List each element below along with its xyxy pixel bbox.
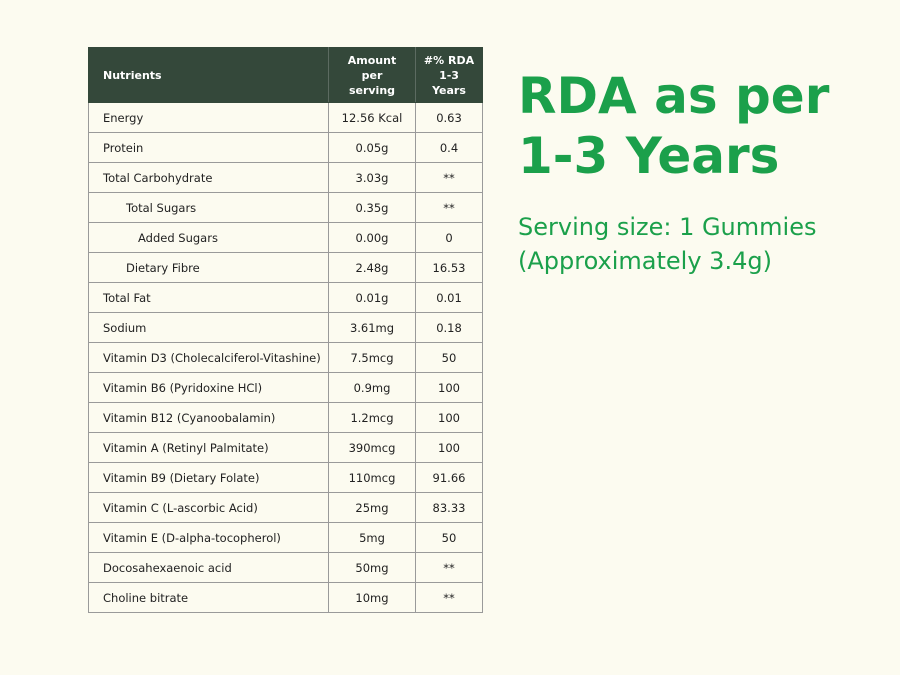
rda-headline: RDA as per 1-3 Years xyxy=(518,66,888,186)
nutrient-name: Dietary Fibre xyxy=(88,252,329,283)
nutrient-name: Energy xyxy=(88,102,329,133)
nutrient-rda: 0.4 xyxy=(415,132,483,163)
header-amount-line2: per xyxy=(361,68,383,82)
nutrient-amount: 12.56 Kcal xyxy=(328,102,416,133)
table-row: Vitamin B9 (Dietary Folate) 110mcg 91.66 xyxy=(88,462,483,493)
nutrient-amount: 5mg xyxy=(328,522,416,553)
nutrient-rda: 0 xyxy=(415,222,483,253)
nutrient-name: Docosahexaenoic acid xyxy=(88,552,329,583)
nutrient-amount: 1.2mcg xyxy=(328,402,416,433)
rda-headline-line2: 1-3 Years xyxy=(518,127,780,185)
table-row: Added Sugars 0.00g 0 xyxy=(88,222,483,253)
table-row: Protein 0.05g 0.4 xyxy=(88,132,483,163)
nutrient-rda: ** xyxy=(415,162,483,193)
header-amount-line3: serving xyxy=(348,83,396,97)
nutrient-name: Vitamin B12 (Cyanoobalamin) xyxy=(88,402,329,433)
nutrient-rda: ** xyxy=(415,582,483,613)
nutrient-rda: 0.63 xyxy=(415,102,483,133)
serving-size-line2: (Approximately 3.4g) xyxy=(518,247,772,275)
nutrition-table: Nutrients Amount per serving #% RDA 1-3 … xyxy=(88,47,483,613)
rda-headline-line1: RDA as per xyxy=(518,67,830,125)
nutrient-amount: 0.00g xyxy=(328,222,416,253)
nutrient-rda: 50 xyxy=(415,522,483,553)
table-row: Energy 12.56 Kcal 0.63 xyxy=(88,102,483,133)
serving-size-line1: Serving size: 1 Gummies xyxy=(518,213,817,241)
header-rda-line1: #% RDA xyxy=(423,53,475,67)
nutrient-amount: 2.48g xyxy=(328,252,416,283)
table-row: Total Carbohydrate 3.03g ** xyxy=(88,162,483,193)
nutrient-rda: 16.53 xyxy=(415,252,483,283)
nutrient-name: Protein xyxy=(88,132,329,163)
nutrient-rda: 100 xyxy=(415,372,483,403)
table-row: Choline bitrate 10mg ** xyxy=(88,582,483,613)
nutrition-table-header: Nutrients Amount per serving #% RDA 1-3 … xyxy=(88,47,483,103)
nutrient-rda: 0.01 xyxy=(415,282,483,313)
header-amount-line1: Amount xyxy=(347,53,397,67)
table-row: Total Fat 0.01g 0.01 xyxy=(88,282,483,313)
nutrient-amount: 10mg xyxy=(328,582,416,613)
nutrient-name: Choline bitrate xyxy=(88,582,329,613)
nutrient-name: Total Sugars xyxy=(88,192,329,223)
table-row: Docosahexaenoic acid 50mg ** xyxy=(88,552,483,583)
table-row: Sodium 3.61mg 0.18 xyxy=(88,312,483,343)
header-row: Nutrients Amount per serving #% RDA 1-3 … xyxy=(88,47,483,103)
nutrient-rda: 50 xyxy=(415,342,483,373)
nutrient-name: Total Fat xyxy=(88,282,329,313)
header-rda: #% RDA 1-3 Years xyxy=(415,47,483,103)
table-row: Vitamin B12 (Cyanoobalamin) 1.2mcg 100 xyxy=(88,402,483,433)
nutrient-amount: 0.05g xyxy=(328,132,416,163)
nutrient-rda: ** xyxy=(415,192,483,223)
nutrient-rda: ** xyxy=(415,552,483,583)
header-rda-line3: Years xyxy=(432,83,466,97)
header-rda-line2: 1-3 xyxy=(439,68,459,82)
nutrient-name: Vitamin D3 (Cholecalciferol-Vitashine) xyxy=(88,342,329,373)
nutrient-amount: 110mcg xyxy=(328,462,416,493)
nutrient-rda: 100 xyxy=(415,432,483,463)
table-row: Vitamin A (Retinyl Palmitate) 390mcg 100 xyxy=(88,432,483,463)
table-row: Vitamin D3 (Cholecalciferol-Vitashine) 7… xyxy=(88,342,483,373)
nutrient-name: Vitamin C (L-ascorbic Acid) xyxy=(88,492,329,523)
nutrient-rda: 83.33 xyxy=(415,492,483,523)
table-row: Dietary Fibre 2.48g 16.53 xyxy=(88,252,483,283)
nutrition-table-container: Nutrients Amount per serving #% RDA 1-3 … xyxy=(88,47,483,613)
nutrient-amount: 0.35g xyxy=(328,192,416,223)
nutrient-name: Added Sugars xyxy=(88,222,329,253)
header-amount: Amount per serving xyxy=(328,47,416,103)
nutrient-amount: 3.61mg xyxy=(328,312,416,343)
nutrient-amount: 390mcg xyxy=(328,432,416,463)
serving-size-info: Serving size: 1 Gummies (Approximately 3… xyxy=(518,210,888,278)
nutrient-rda: 0.18 xyxy=(415,312,483,343)
nutrition-table-body: Energy 12.56 Kcal 0.63 Protein 0.05g 0.4… xyxy=(88,102,483,613)
table-row: Vitamin C (L-ascorbic Acid) 25mg 83.33 xyxy=(88,492,483,523)
nutrient-amount: 3.03g xyxy=(328,162,416,193)
nutrient-amount: 0.01g xyxy=(328,282,416,313)
nutrient-amount: 0.9mg xyxy=(328,372,416,403)
nutrient-amount: 7.5mcg xyxy=(328,342,416,373)
nutrient-amount: 50mg xyxy=(328,552,416,583)
table-row: Vitamin B6 (Pyridoxine HCl) 0.9mg 100 xyxy=(88,372,483,403)
nutrient-name: Vitamin E (D-alpha-tocopherol) xyxy=(88,522,329,553)
nutrient-amount: 25mg xyxy=(328,492,416,523)
table-row: Vitamin E (D-alpha-tocopherol) 5mg 50 xyxy=(88,522,483,553)
nutrient-name: Total Carbohydrate xyxy=(88,162,329,193)
nutrient-name: Vitamin B9 (Dietary Folate) xyxy=(88,462,329,493)
nutrient-name: Vitamin A (Retinyl Palmitate) xyxy=(88,432,329,463)
nutrient-rda: 100 xyxy=(415,402,483,433)
table-row: Total Sugars 0.35g ** xyxy=(88,192,483,223)
nutrient-name: Vitamin B6 (Pyridoxine HCl) xyxy=(88,372,329,403)
nutrient-name: Sodium xyxy=(88,312,329,343)
nutrient-rda: 91.66 xyxy=(415,462,483,493)
header-nutrients: Nutrients xyxy=(88,47,329,103)
